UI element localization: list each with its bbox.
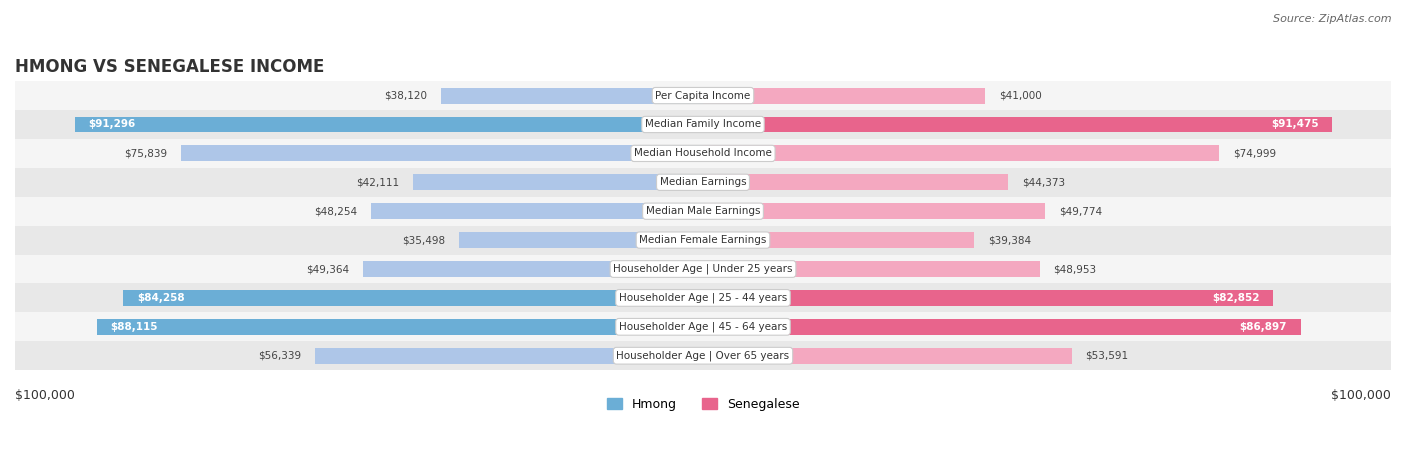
Bar <box>703 261 1040 277</box>
Bar <box>363 261 703 277</box>
Text: $100,000: $100,000 <box>1331 389 1391 402</box>
Bar <box>703 348 1071 364</box>
Text: Median Female Earnings: Median Female Earnings <box>640 235 766 245</box>
Text: $91,475: $91,475 <box>1271 120 1319 129</box>
Bar <box>15 312 1391 341</box>
Bar <box>703 290 1272 306</box>
Text: $91,296: $91,296 <box>89 120 136 129</box>
Bar <box>371 203 703 219</box>
Text: Householder Age | 45 - 64 years: Householder Age | 45 - 64 years <box>619 322 787 332</box>
Text: $82,852: $82,852 <box>1212 293 1260 303</box>
Bar <box>703 203 1046 219</box>
Bar <box>15 283 1391 312</box>
Text: $39,384: $39,384 <box>988 235 1031 245</box>
Bar <box>15 110 1391 139</box>
Bar <box>703 145 1219 161</box>
Bar <box>15 226 1391 255</box>
Text: $100,000: $100,000 <box>15 389 75 402</box>
Text: $41,000: $41,000 <box>998 91 1042 100</box>
Text: $84,258: $84,258 <box>136 293 184 303</box>
Text: $49,364: $49,364 <box>307 264 350 274</box>
Text: $42,111: $42,111 <box>356 177 399 187</box>
Bar <box>458 232 703 248</box>
Bar <box>440 88 703 104</box>
Bar <box>703 319 1301 335</box>
Bar <box>15 341 1391 370</box>
Bar <box>15 197 1391 226</box>
Text: $44,373: $44,373 <box>1022 177 1066 187</box>
Text: $56,339: $56,339 <box>259 351 302 361</box>
Bar <box>75 117 703 133</box>
Bar <box>181 145 703 161</box>
Bar <box>15 255 1391 283</box>
Text: Householder Age | Under 25 years: Householder Age | Under 25 years <box>613 264 793 274</box>
Bar <box>15 81 1391 110</box>
Bar <box>703 174 1008 190</box>
Bar <box>15 139 1391 168</box>
Text: Median Household Income: Median Household Income <box>634 149 772 158</box>
Bar <box>315 348 703 364</box>
Bar <box>124 290 703 306</box>
Text: $88,115: $88,115 <box>111 322 157 332</box>
Text: Median Male Earnings: Median Male Earnings <box>645 206 761 216</box>
Text: $86,897: $86,897 <box>1240 322 1286 332</box>
Bar <box>703 232 974 248</box>
Bar <box>15 168 1391 197</box>
Text: $48,254: $48,254 <box>314 206 357 216</box>
Text: $38,120: $38,120 <box>384 91 427 100</box>
Text: HMONG VS SENEGALESE INCOME: HMONG VS SENEGALESE INCOME <box>15 58 325 76</box>
Text: $49,774: $49,774 <box>1059 206 1102 216</box>
Bar <box>703 88 986 104</box>
Text: Median Earnings: Median Earnings <box>659 177 747 187</box>
Text: Median Family Income: Median Family Income <box>645 120 761 129</box>
Legend: Hmong, Senegalese: Hmong, Senegalese <box>602 393 804 416</box>
Text: $74,999: $74,999 <box>1233 149 1275 158</box>
Text: $75,839: $75,839 <box>124 149 167 158</box>
Bar <box>703 117 1333 133</box>
Text: $53,591: $53,591 <box>1085 351 1129 361</box>
Text: Householder Age | 25 - 44 years: Householder Age | 25 - 44 years <box>619 293 787 303</box>
Text: $35,498: $35,498 <box>402 235 446 245</box>
Bar <box>413 174 703 190</box>
Text: Per Capita Income: Per Capita Income <box>655 91 751 100</box>
Text: $48,953: $48,953 <box>1053 264 1097 274</box>
Text: Householder Age | Over 65 years: Householder Age | Over 65 years <box>616 350 790 361</box>
Bar <box>97 319 703 335</box>
Text: Source: ZipAtlas.com: Source: ZipAtlas.com <box>1274 14 1392 24</box>
